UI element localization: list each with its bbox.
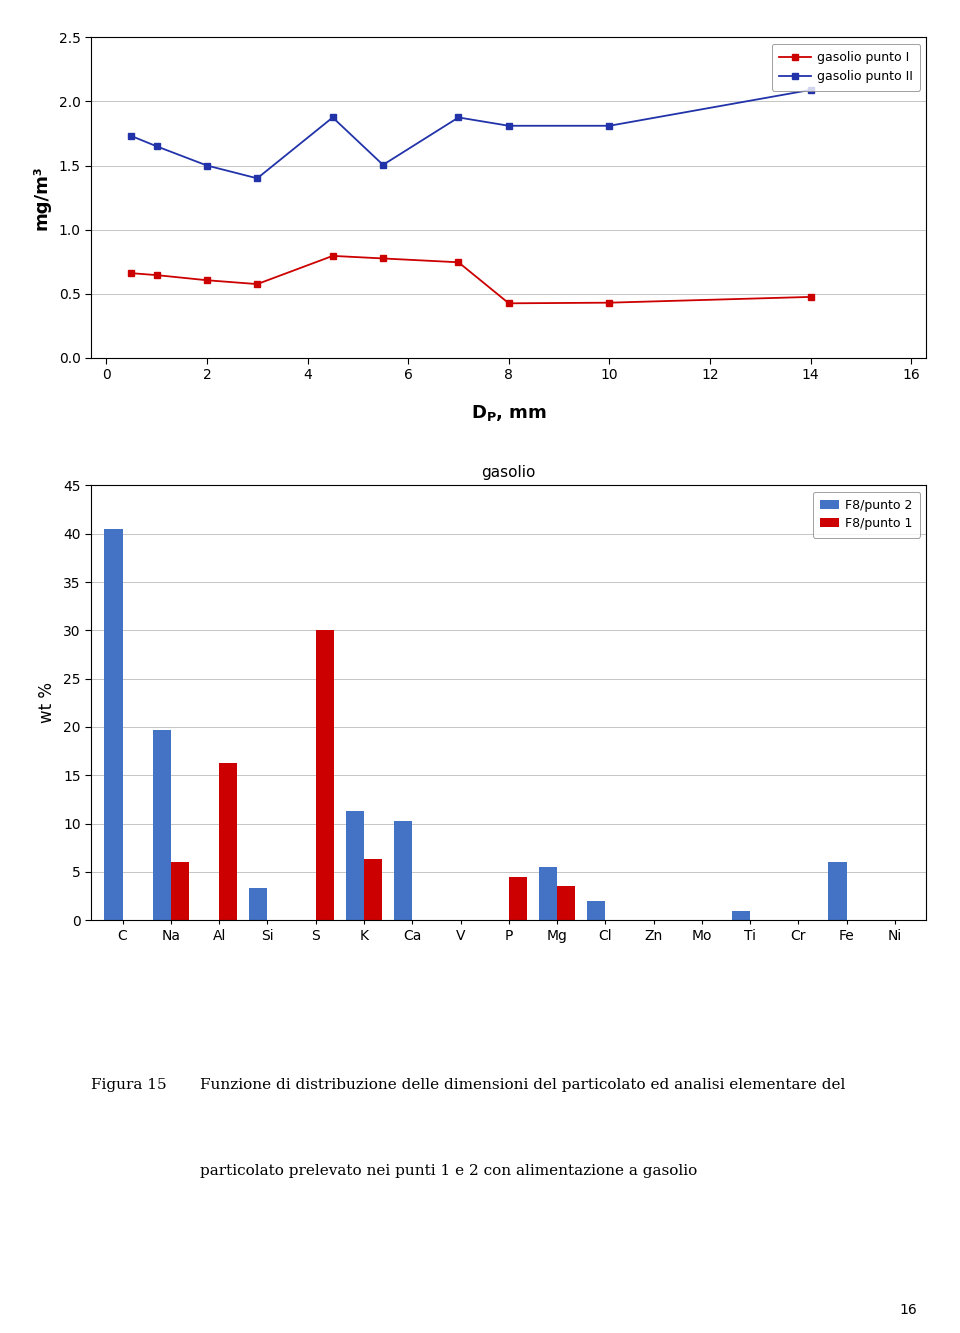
gasolio punto I	[327, 248, 339, 264]
Y-axis label: mg/m³: mg/m³	[33, 165, 51, 229]
gasolio punto II	[151, 139, 162, 155]
gasolio punto II	[804, 81, 816, 97]
gasolio punto II	[604, 117, 615, 133]
gasolio punto II	[377, 157, 389, 173]
Bar	[364, 860, 382, 920]
Text: Funzione di distribuzione delle dimensioni del particolato ed analisi elementare: Funzione di distribuzione delle dimensio…	[200, 1078, 845, 1092]
Text: 16: 16	[900, 1302, 917, 1317]
gasolio punto II	[503, 117, 515, 133]
Legend: gasolio punto I, gasolio punto II: gasolio punto I, gasolio punto II	[772, 44, 920, 91]
Bar	[828, 862, 847, 920]
gasolio punto II	[327, 109, 339, 125]
gasolio punto I	[202, 272, 213, 288]
Bar	[249, 888, 268, 920]
gasolio punto I	[151, 267, 162, 283]
Bar	[732, 910, 750, 920]
Bar	[539, 868, 557, 920]
Text: particolato prelevato nei punti 1 e 2 con alimentazione a gasolio: particolato prelevato nei punti 1 e 2 co…	[200, 1164, 697, 1177]
gasolio punto II	[252, 171, 263, 187]
Bar	[509, 877, 527, 920]
Bar	[153, 730, 171, 920]
Text: Figura 15: Figura 15	[91, 1078, 167, 1092]
Bar	[171, 862, 189, 920]
gasolio punto I	[503, 296, 515, 312]
Legend: F8/punto 2, F8/punto 1: F8/punto 2, F8/punto 1	[813, 492, 920, 537]
gasolio punto I	[377, 251, 389, 267]
gasolio punto I	[126, 265, 137, 281]
Y-axis label: wt %: wt %	[38, 682, 57, 724]
Bar	[587, 901, 606, 920]
Bar	[557, 886, 575, 920]
Line: gasolio punto I: gasolio punto I	[128, 252, 814, 307]
Bar	[316, 631, 334, 920]
Title: gasolio: gasolio	[482, 465, 536, 480]
gasolio punto II	[202, 157, 213, 173]
gasolio punto I	[804, 289, 816, 305]
Bar	[105, 529, 123, 920]
gasolio punto II	[126, 128, 137, 144]
Bar	[394, 821, 412, 920]
gasolio punto I	[252, 276, 263, 292]
Text: $\mathbf{D_P}$, mm: $\mathbf{D_P}$, mm	[470, 403, 547, 423]
gasolio punto II	[453, 109, 465, 125]
Bar	[346, 810, 364, 920]
gasolio punto I	[453, 255, 465, 271]
Bar	[219, 762, 237, 920]
gasolio punto I	[604, 295, 615, 311]
Line: gasolio punto II: gasolio punto II	[128, 87, 814, 181]
